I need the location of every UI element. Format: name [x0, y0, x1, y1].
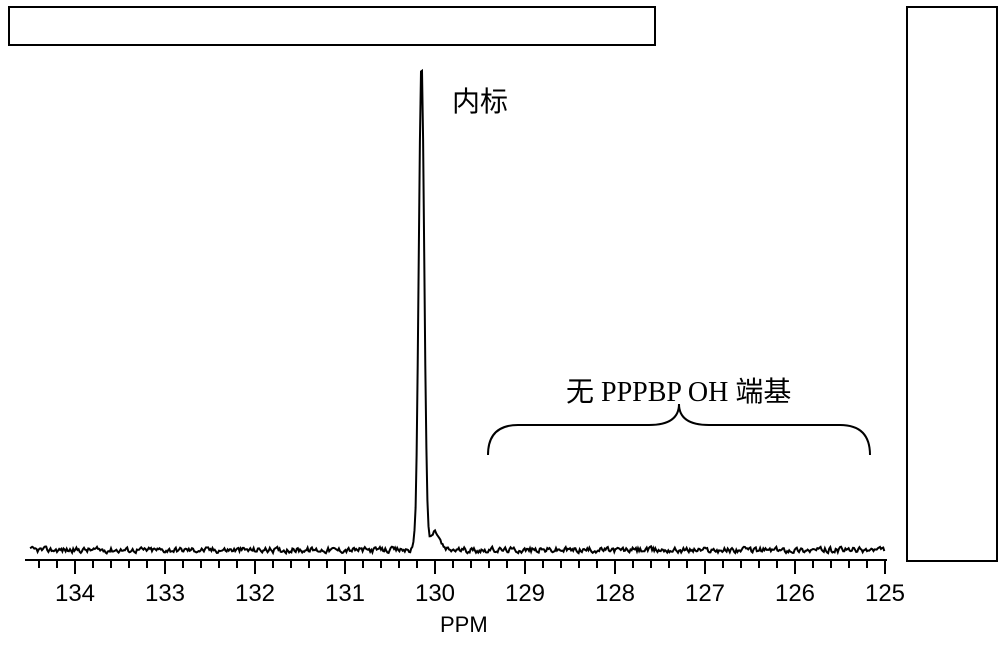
right-box — [906, 6, 998, 562]
x-tick-label: 130 — [415, 580, 455, 608]
internal-standard-label: 内标 — [452, 80, 508, 120]
no-endgroup-label: 无 PPPBP OH 端基 — [566, 370, 791, 410]
x-axis-label: PPM — [440, 612, 488, 638]
x-tick-label: 129 — [505, 580, 545, 608]
nmr-chart: 内标 无 PPPBP OH 端基 PPM 134 133 132 131 130 129 1… — [0, 0, 1000, 648]
x-tick-label: 126 — [775, 580, 815, 608]
x-tick-label: 133 — [145, 580, 185, 608]
top-left-box — [8, 6, 656, 46]
x-tick-label: 131 — [325, 580, 365, 608]
x-tick-label: 127 — [685, 580, 725, 608]
x-tick-label: 134 — [55, 580, 95, 608]
x-tick-label: 132 — [235, 580, 275, 608]
x-tick-label: 125 — [865, 580, 905, 608]
x-tick-label: 128 — [595, 580, 635, 608]
